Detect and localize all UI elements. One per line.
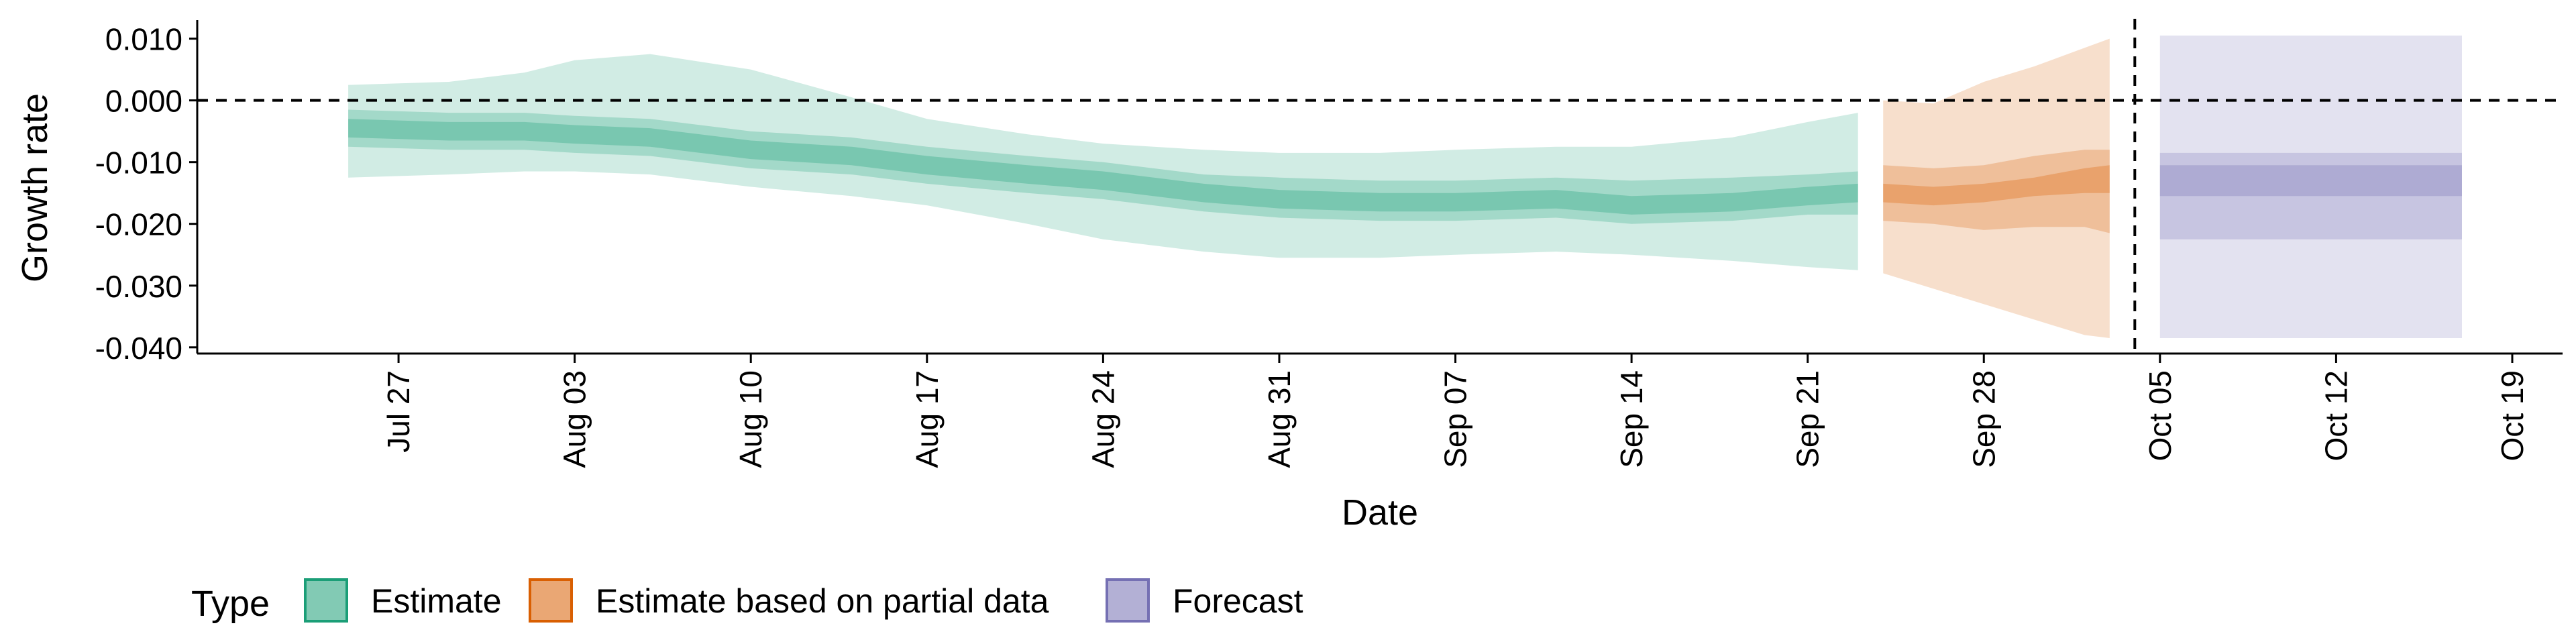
legend-key-3 (1106, 578, 1150, 623)
x-tick-label: Oct 19 (2495, 370, 2530, 462)
forecast-band-20 (2159, 165, 2462, 197)
x-tick-label: Sep 28 (1966, 370, 2001, 468)
y-tick-label: -0.030 (95, 269, 182, 304)
x-axis-title: Date (1342, 492, 1418, 533)
legend: Type Estimate Estimate based on partial d… (191, 578, 1303, 624)
estimate-based-on-partial-data-band-50 (1883, 150, 2110, 233)
x-tick-label: Sep 21 (1790, 370, 1825, 468)
forecast-band-50 (2159, 152, 2462, 239)
legend-key-1 (304, 578, 348, 623)
x-tick-label: Jul 27 (381, 370, 416, 453)
y-tick-label: -0.010 (95, 146, 182, 180)
y-axis-ticks: 0.010 0.000 -0.010 -0.020 -0.030 -0.040 (95, 22, 197, 366)
x-tick-label: Aug 24 (1085, 370, 1120, 468)
x-axis-ticks: Jul 27 Aug 03 Aug 10 Aug 17 Aug 24 Aug 31 Sep … (381, 354, 2530, 468)
y-tick-label: -0.020 (95, 207, 182, 242)
x-tick-label: Oct 12 (2318, 370, 2353, 462)
estimate-band-50 (348, 109, 1858, 224)
legend-key-2 (529, 578, 573, 623)
x-tick-label: Aug 31 (1262, 370, 1297, 468)
x-tick-label: Aug 03 (557, 370, 592, 468)
x-tick-label: Oct 05 (2143, 370, 2178, 462)
x-tick-label: Sep 07 (1438, 370, 1473, 468)
credible-interval-bands (348, 36, 2462, 338)
plot-area (197, 19, 2563, 354)
estimate-based-on-partial-data-band-20 (1883, 165, 2110, 206)
legend-label: Estimate based on partial data (596, 582, 1049, 620)
estimate-band-20 (348, 119, 1858, 215)
legend-title: Type (191, 584, 270, 624)
estimate-based-on-partial-data-band-90 (1883, 38, 2110, 338)
y-tick-label: 0.000 (105, 84, 182, 119)
legend-label: Estimate (371, 582, 502, 620)
y-axis-title: Growth rate (15, 93, 55, 282)
estimate-band-90 (348, 54, 1858, 270)
axes: 0.010 0.000 -0.010 -0.020 -0.030 -0.040 Jul 2… (15, 20, 2563, 533)
y-tick-label: -0.040 (95, 331, 182, 366)
forecast-band-90 (2159, 36, 2462, 338)
x-tick-label: Sep 14 (1614, 370, 1649, 468)
y-tick-label: 0.010 (105, 22, 182, 57)
x-tick-label: Aug 17 (910, 370, 945, 468)
x-tick-label: Aug 10 (733, 370, 768, 468)
legend-label: Forecast (1173, 582, 1303, 620)
